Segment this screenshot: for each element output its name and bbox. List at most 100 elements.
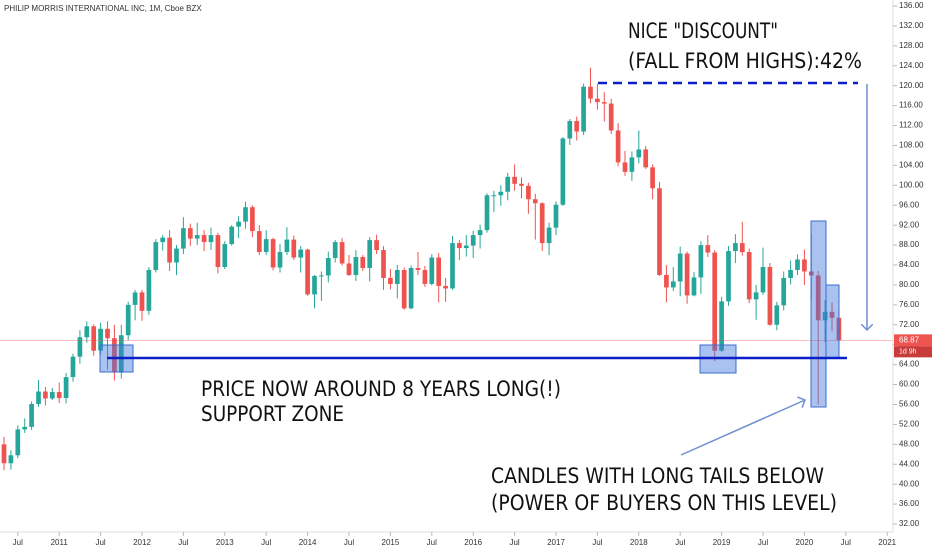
candle-body	[753, 292, 759, 300]
y-tick-label: 76.00	[899, 300, 920, 309]
candle-body	[319, 275, 324, 277]
candle-body	[815, 275, 821, 321]
candle-body	[70, 356, 76, 378]
candle-body	[463, 245, 469, 249]
candle-body	[118, 335, 124, 373]
x-tick-label: 2013	[216, 538, 234, 547]
candle-body	[595, 98, 600, 103]
y-tick-label: 48.00	[899, 439, 920, 448]
x-tick-label: 2014	[299, 538, 317, 547]
candle-body	[505, 176, 511, 192]
candle-body	[339, 242, 345, 264]
candle-body	[263, 239, 269, 253]
candle-body	[802, 259, 807, 272]
candle-body	[670, 281, 676, 288]
candle-body	[112, 338, 117, 373]
y-tick-label: 52.00	[899, 420, 920, 429]
candle-body	[15, 429, 21, 456]
candle-body	[560, 138, 566, 205]
annotation: SUPPORT ZONE	[201, 402, 344, 426]
candle-body	[367, 240, 373, 268]
highlight-box	[810, 220, 827, 408]
x-tick-label: Jul	[841, 538, 851, 547]
y-tick-label: 60.00	[899, 380, 920, 389]
chart-title: PHILIP MORRIS INTERNATIONAL INC, 1M, Cbo…	[4, 4, 202, 13]
annotation: (POWER OF BUYERS ON THIS LEVEL)	[491, 491, 837, 515]
candle-body	[719, 301, 724, 351]
candle-body	[201, 235, 207, 243]
y-tick-label: 56.00	[899, 400, 920, 409]
last-price-box	[894, 334, 932, 347]
annotation: (FALL FROM HIGHS):42%	[628, 49, 862, 73]
candle-body	[601, 102, 607, 104]
x-tick-label: Jul	[13, 538, 23, 547]
candle-body	[63, 377, 69, 399]
candle-body	[677, 253, 683, 282]
y-tick-label: 120.00	[899, 81, 924, 90]
candle-body	[43, 391, 48, 399]
candle-body	[781, 277, 787, 306]
annotation: CANDLES WITH LONG TAILS BELOW	[491, 464, 824, 488]
candle-body	[698, 245, 704, 278]
candle-body	[8, 455, 14, 464]
candle-body	[443, 285, 448, 289]
countdown-box	[894, 346, 932, 358]
candle-body	[91, 326, 97, 351]
candle-body	[167, 237, 172, 263]
y-tick-label: 96.00	[899, 200, 920, 209]
x-tick-label: Jul	[261, 538, 271, 547]
candle-body	[712, 252, 718, 351]
x-tick-label: 2011	[51, 538, 69, 547]
candle-body	[181, 228, 186, 249]
highlight-box	[825, 284, 840, 359]
candle-body	[829, 311, 835, 318]
candle-body	[215, 235, 221, 267]
x-tick-label: Jul	[178, 538, 188, 547]
y-tick-label: 128.00	[899, 41, 924, 50]
candle-body	[457, 243, 462, 249]
candle-body	[284, 239, 290, 253]
y-tick-label: 64.00	[899, 360, 920, 369]
candle-body	[705, 245, 711, 253]
candle-body	[436, 257, 442, 286]
x-tick-label: Jul	[95, 538, 105, 547]
candle-body	[822, 311, 828, 321]
annotation: PRICE NOW AROUND 8 YEARS LONG(!)	[201, 377, 561, 401]
candle-body	[691, 277, 697, 296]
plot-area	[0, 67, 893, 471]
candle-body	[532, 199, 538, 204]
candle-body	[208, 235, 214, 243]
x-tick-label: 2012	[133, 538, 151, 547]
y-tick-label: 80.00	[899, 280, 920, 289]
y-tick-label: 84.00	[899, 260, 920, 269]
y-tick-label: 44.00	[899, 459, 920, 468]
candle-body	[105, 328, 110, 339]
candle-body	[250, 207, 255, 232]
y-tick-label: 112.00	[899, 121, 923, 130]
candle-body	[22, 426, 28, 430]
candle-body	[174, 248, 179, 263]
candle-body	[539, 203, 545, 244]
x-tick-label: Jul	[758, 538, 768, 547]
y-tick-label: 72.00	[899, 320, 920, 329]
candle-body	[132, 292, 138, 305]
candle-body	[519, 183, 524, 186]
candle-body	[746, 252, 752, 300]
y-tick-label: 136.00	[899, 1, 924, 10]
candle-body	[360, 257, 366, 268]
candle-body	[650, 167, 655, 189]
candle-body	[36, 391, 41, 404]
x-tick-label: 2015	[382, 538, 400, 547]
candle-body	[298, 249, 304, 258]
candle-body	[408, 267, 414, 309]
candle-body	[588, 86, 593, 99]
candle-body	[450, 243, 455, 289]
candle-body	[125, 304, 131, 336]
x-tick-label: 2020	[796, 538, 814, 547]
candle-body	[470, 235, 476, 246]
last-price-label: 68.87	[899, 335, 920, 344]
x-tick-label: 2016	[464, 538, 482, 547]
candle-body	[491, 195, 497, 197]
candle-body	[643, 149, 649, 168]
